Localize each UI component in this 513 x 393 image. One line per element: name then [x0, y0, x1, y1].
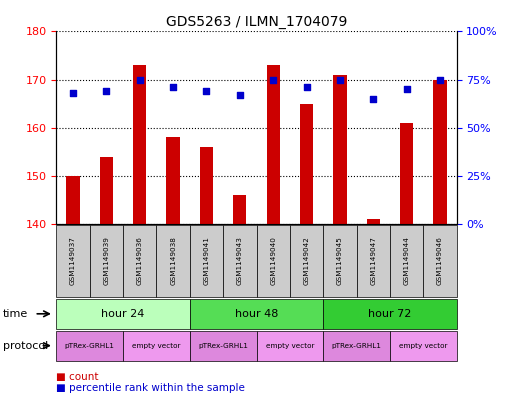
Text: GSM1149038: GSM1149038: [170, 237, 176, 285]
Text: hour 48: hour 48: [235, 309, 278, 319]
Bar: [100, 156, 113, 224]
Bar: [166, 137, 180, 224]
Point: [69, 90, 77, 96]
Point: [302, 84, 310, 90]
Text: GSM1149037: GSM1149037: [70, 237, 76, 285]
Point: [169, 84, 177, 90]
Bar: [133, 65, 146, 224]
Bar: [400, 123, 413, 224]
Text: GSM1149043: GSM1149043: [237, 237, 243, 285]
Text: hour 24: hour 24: [102, 309, 145, 319]
Text: GSM1149041: GSM1149041: [204, 237, 209, 285]
Text: GSM1149044: GSM1149044: [404, 237, 409, 285]
Text: GSM1149039: GSM1149039: [104, 237, 109, 285]
Bar: [333, 75, 346, 224]
Text: GSM1149045: GSM1149045: [337, 237, 343, 285]
Text: pTRex-GRHL1: pTRex-GRHL1: [65, 343, 115, 349]
Text: GSM1149036: GSM1149036: [137, 237, 143, 285]
Text: ■ percentile rank within the sample: ■ percentile rank within the sample: [56, 383, 245, 393]
Point: [369, 96, 377, 102]
Point: [269, 76, 277, 83]
Bar: [366, 219, 380, 224]
Text: pTRex-GRHL1: pTRex-GRHL1: [331, 343, 382, 349]
Bar: [300, 104, 313, 224]
Text: time: time: [3, 309, 28, 319]
Text: GSM1149047: GSM1149047: [370, 237, 376, 285]
Bar: [233, 195, 246, 224]
Bar: [433, 79, 446, 224]
Point: [436, 76, 444, 83]
Point: [135, 76, 144, 83]
Text: empty vector: empty vector: [132, 343, 181, 349]
Text: GSM1149040: GSM1149040: [270, 237, 276, 285]
Point: [402, 86, 410, 92]
Point: [202, 88, 210, 94]
Text: empty vector: empty vector: [266, 343, 314, 349]
Bar: [200, 147, 213, 224]
Text: protocol: protocol: [3, 341, 48, 351]
Point: [235, 92, 244, 98]
Title: GDS5263 / ILMN_1704079: GDS5263 / ILMN_1704079: [166, 15, 347, 29]
Text: pTRex-GRHL1: pTRex-GRHL1: [198, 343, 248, 349]
Text: GSM1149042: GSM1149042: [304, 237, 309, 285]
Text: empty vector: empty vector: [399, 343, 447, 349]
Text: GSM1149046: GSM1149046: [437, 237, 443, 285]
Point: [102, 88, 110, 94]
Text: ■ count: ■ count: [56, 372, 99, 382]
Bar: [66, 176, 80, 224]
Point: [336, 76, 344, 83]
Text: hour 72: hour 72: [368, 309, 411, 319]
Bar: [266, 65, 280, 224]
